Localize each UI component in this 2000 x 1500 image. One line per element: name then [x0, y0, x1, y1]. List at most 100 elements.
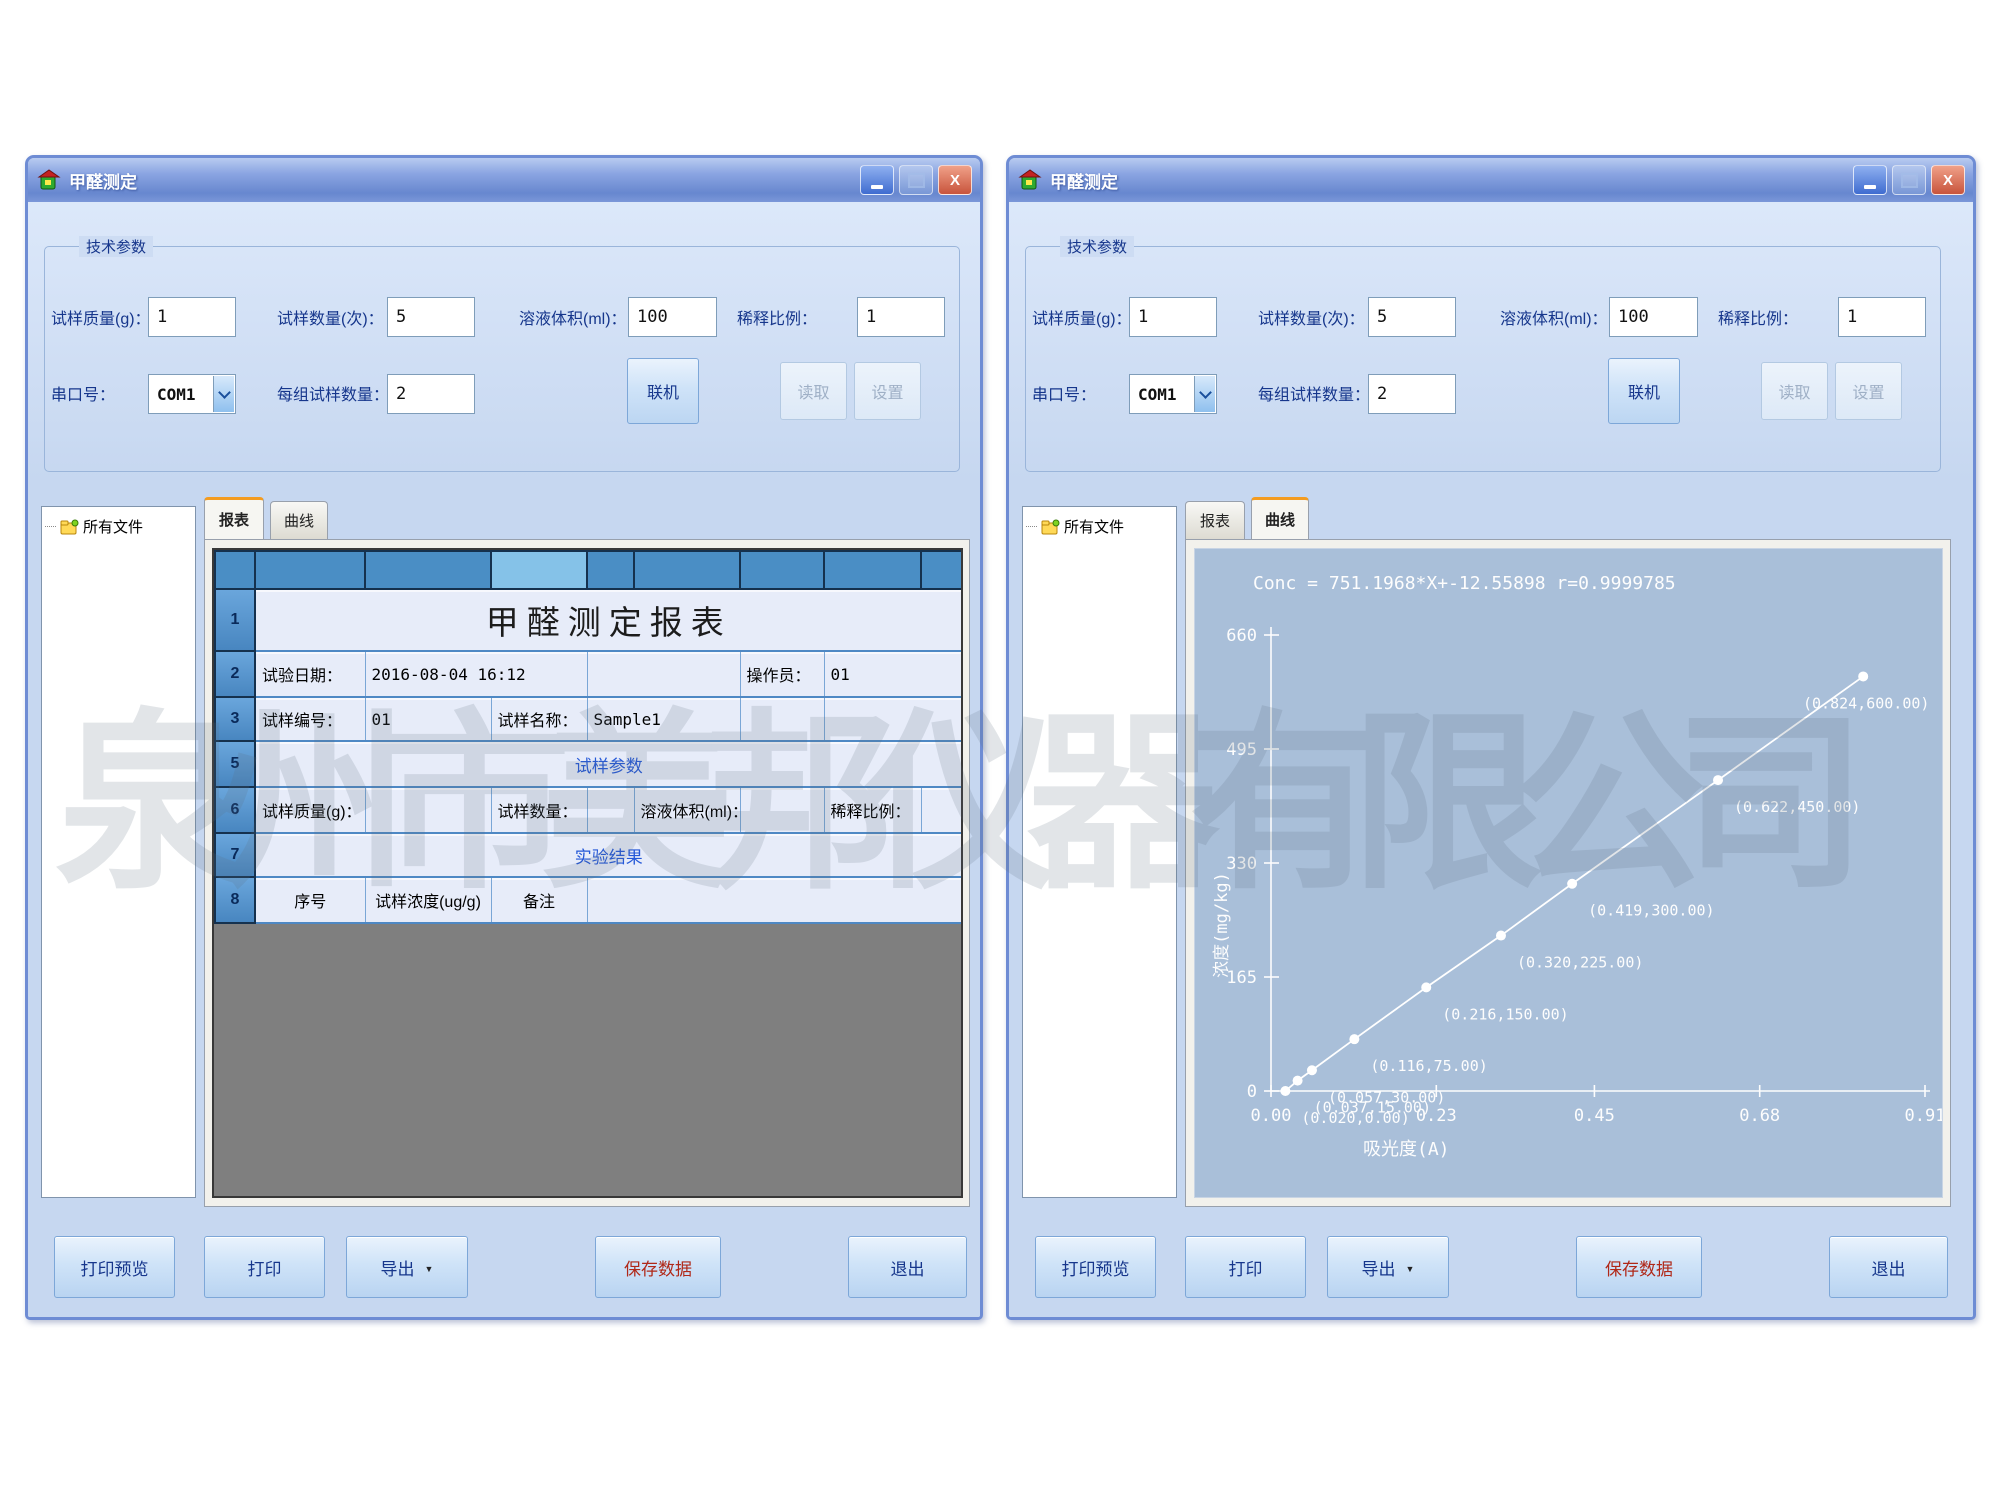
serial-port-value: COM1 [157, 384, 196, 404]
sample-mass-label: 试样质量(g)： [1032, 311, 1132, 328]
set-button[interactable]: 设置 [854, 362, 921, 420]
print-button[interactable]: 打印 [1185, 1236, 1306, 1298]
read-button[interactable]: 读取 [780, 362, 847, 420]
serial-port-select[interactable]: COM1 [148, 374, 236, 414]
print-preview-button[interactable]: 打印预览 [1035, 1236, 1156, 1298]
operator-value: 01 [823, 650, 961, 698]
report-table-frame: 1 甲醛测定报表 2 试验日期： 2016-08-04 16:12 操作员： 0… [212, 548, 963, 1198]
sample-mass-input[interactable]: 1 [148, 297, 236, 337]
svg-text:(0.320,225.00): (0.320,225.00) [1517, 954, 1643, 972]
solution-volume-label: 溶液体积(ml)： [519, 311, 627, 328]
serial-port-select[interactable]: COM1 [1129, 374, 1217, 414]
sample-count-label: 试样数量(次)： [1258, 311, 1365, 328]
empty-cell [586, 786, 635, 834]
svg-text:(0.419,300.00): (0.419,300.00) [1588, 902, 1714, 920]
row-number: 5 [214, 740, 256, 788]
tree-item-all-files[interactable]: 所有文件 [1023, 507, 1176, 537]
solution-volume-input[interactable]: 100 [1609, 297, 1698, 337]
tree-connector [1026, 526, 1037, 527]
minimize-button[interactable] [1853, 165, 1887, 195]
svg-text:660: 660 [1226, 626, 1257, 646]
exit-button[interactable]: 退出 [848, 1236, 967, 1298]
folder-icon [1041, 519, 1060, 534]
titlebar: 甲醛测定 X [1009, 158, 1973, 202]
file-tree: 所有文件 [1022, 506, 1177, 1198]
export-button[interactable]: 导出 [1327, 1236, 1449, 1298]
report-table: 1 甲醛测定报表 2 试验日期： 2016-08-04 16:12 操作员： 0… [214, 550, 961, 924]
table-row: 3 试样编号： 01 试样名称： Sample1 [214, 696, 961, 742]
dilution-ratio-input[interactable]: 1 [1838, 297, 1926, 337]
tech-params-group: 技术参数 [44, 236, 960, 472]
save-data-button[interactable]: 保存数据 [595, 1236, 721, 1298]
operator-label: 操作员： [739, 650, 825, 698]
maximize-button[interactable] [899, 165, 933, 195]
close-icon[interactable]: X [938, 165, 972, 195]
maximize-button[interactable] [1892, 165, 1926, 195]
date-label: 试验日期： [254, 650, 366, 698]
folder-icon [60, 519, 79, 534]
exit-button[interactable]: 退出 [1829, 1236, 1948, 1298]
empty-cell [364, 786, 492, 834]
tab-curve-label: 曲线 [283, 513, 314, 530]
sample-mass-input[interactable]: 1 [1129, 297, 1217, 337]
exit-label: 退出 [1871, 1259, 1906, 1279]
print-preview-button[interactable]: 打印预览 [54, 1236, 175, 1298]
sample-name-value: Sample1 [586, 696, 741, 742]
window-report: 甲醛测定 X 技术参数 试样质量(g)： 1 试样数量(次)： 5 溶液体积(m… [25, 155, 983, 1320]
table-row: 5 试样参数 [214, 740, 961, 788]
print-button[interactable]: 打印 [204, 1236, 325, 1298]
tab-report-label: 报表 [1199, 513, 1230, 530]
save-data-button[interactable]: 保存数据 [1576, 1236, 1702, 1298]
sample-count-input[interactable]: 5 [1368, 297, 1456, 337]
y-axis-label: 浓度(mg/kg) [1212, 872, 1232, 978]
app-icon [37, 169, 61, 190]
table-row: 7 实验结果 [214, 832, 961, 878]
section-sample-params: 试样参数 [254, 740, 961, 788]
online-button[interactable]: 联机 [627, 358, 699, 424]
set-button[interactable]: 设置 [1835, 362, 1902, 420]
table-header-row [214, 550, 961, 590]
per-group-input[interactable]: 2 [1368, 374, 1456, 414]
sample-name-label: 试样名称： [490, 696, 588, 742]
chevron-down-icon[interactable] [1194, 376, 1215, 412]
sample-count-input[interactable]: 5 [387, 297, 475, 337]
row-number: 1 [214, 588, 256, 652]
dilution-ratio-label: 稀释比例： [1718, 311, 1799, 328]
svg-text:(0.622,450.00): (0.622,450.00) [1734, 798, 1860, 816]
svg-text:0: 0 [1247, 1082, 1257, 1102]
tab-report[interactable]: 报表 [204, 497, 264, 539]
tree-item-all-files[interactable]: 所有文件 [42, 507, 195, 537]
sample-mass-label: 试样质量(g)： [51, 311, 151, 328]
report-title: 甲醛测定报表 [254, 588, 961, 652]
svg-text:0.68: 0.68 [1739, 1106, 1780, 1126]
svg-text:0.91: 0.91 [1905, 1106, 1942, 1126]
minimize-button[interactable] [860, 165, 894, 195]
solution-volume-input[interactable]: 100 [628, 297, 717, 337]
tab-curve[interactable]: 曲线 [270, 501, 328, 539]
close-icon[interactable]: X [1931, 165, 1965, 195]
report-tab-page: 1 甲醛测定报表 2 试验日期： 2016-08-04 16:12 操作员： 0… [204, 539, 970, 1207]
read-button[interactable]: 读取 [1761, 362, 1828, 420]
group-title: 技术参数 [1060, 236, 1135, 257]
table-row: 2 试验日期： 2016-08-04 16:12 操作员： 01 [214, 650, 961, 698]
dilution-ratio-input[interactable]: 1 [857, 297, 945, 337]
empty-cell [586, 650, 741, 698]
online-button[interactable]: 联机 [1608, 358, 1680, 424]
chevron-down-icon[interactable] [213, 376, 234, 412]
tab-curve[interactable]: 曲线 [1251, 497, 1309, 539]
svg-text:0.45: 0.45 [1574, 1106, 1615, 1126]
export-label: 导出 [380, 1259, 415, 1279]
calibration-chart: Conc = 751.1968*X+-12.55898 r=0.9999785 0… [1194, 548, 1943, 1198]
tab-report[interactable]: 报表 [1185, 501, 1245, 539]
serial-port-label: 串口号： [51, 387, 116, 404]
svg-text:(0.057,30.00): (0.057,30.00) [1328, 1088, 1445, 1106]
per-group-input[interactable]: 2 [387, 374, 475, 414]
svg-text:330: 330 [1226, 854, 1257, 874]
param-label: 试样数量： [490, 786, 588, 834]
export-button[interactable]: 导出 [346, 1236, 468, 1298]
save-data-label: 保存数据 [1605, 1259, 1673, 1279]
svg-text:165: 165 [1226, 968, 1257, 988]
row-number: 3 [214, 696, 256, 742]
window-curve: 甲醛测定 X 技术参数 试样质量(g)： 1 试样数量(次)： 5 溶液体积(m… [1006, 155, 1976, 1320]
tree-connector [45, 526, 56, 527]
